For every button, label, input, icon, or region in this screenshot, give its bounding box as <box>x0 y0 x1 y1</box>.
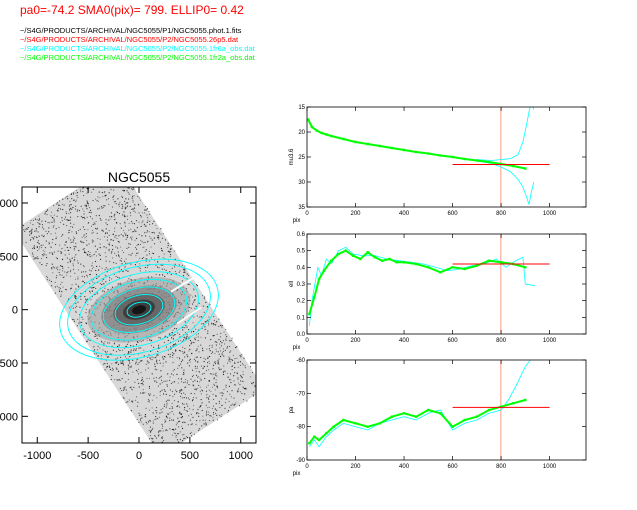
y-tick-label-3: 0.3 <box>297 282 306 288</box>
x-tick-label-5: 1000 <box>543 211 557 217</box>
cyan-upper-line <box>476 107 535 161</box>
x-tick-label-2: 0 <box>136 450 142 462</box>
y-tick-label-3: -60 <box>296 358 305 364</box>
panel-frame <box>306 233 587 335</box>
y-tick-label-2: 0 <box>12 305 18 317</box>
isophote-ellipse-0 <box>126 301 152 318</box>
x-tick-label-0: 0 <box>305 464 309 470</box>
profile-mu-panel: 0 200 400 600 800 1000 15 20 25 30 35 pix mu3.6 <box>289 105 587 224</box>
y-tick-label-1: -80 <box>296 425 305 431</box>
x-tick-label-3: 500 <box>181 450 199 462</box>
x-tick-label-4: 800 <box>496 211 507 217</box>
isophote-ellipse-2 <box>102 286 176 333</box>
x-tick-label-1: 200 <box>351 338 362 344</box>
galaxy-image-panel: NGC5055 -1000 -500 0 500 1000 1000 500 0 500 1000 <box>0 169 257 462</box>
green-profile-line <box>308 249 526 315</box>
y-tick-label-6: 0.6 <box>297 232 306 238</box>
x-tick-label-2: 400 <box>399 211 410 217</box>
y-tick-label-4: 0.4 <box>297 265 306 271</box>
profile-pa-panel: 0 200 400 600 800 1000 -90 -80 -70 -60 pix pa <box>289 358 587 477</box>
x-tick-label-1: 200 <box>351 211 362 217</box>
y-tick-label-1: 20 <box>298 130 305 136</box>
minor-axis-marker <box>176 307 202 325</box>
y-tick-label-4: 35 <box>298 205 305 211</box>
x-tick-label-4: 800 <box>496 464 507 470</box>
green-profile-line <box>308 399 526 444</box>
x-tick-label-4: 800 <box>496 338 507 344</box>
y-tick-label-0: -90 <box>296 458 305 464</box>
x-tick-label-1: 200 <box>351 464 362 470</box>
isophote-ellipse-1 <box>114 294 164 326</box>
plot-area <box>308 234 550 334</box>
y-tick-label-2: 0.2 <box>297 299 306 305</box>
profile-ell-panel: 0 200 400 600 800 1000 0.0 0.1 0.2 0.3 0.4 0.5 0.6 pi… <box>289 232 587 351</box>
x-tick-label-0: 0 <box>305 211 309 217</box>
x-axis-label: pix <box>293 345 301 351</box>
galaxy-glow-4 <box>132 305 146 315</box>
x-axis-label: pix <box>293 218 301 224</box>
y-tick-label-1: 500 <box>0 358 18 370</box>
major-axis-marker <box>170 274 198 293</box>
y-axis-label: pa <box>289 406 295 413</box>
file-path-1: ~/S4G/PRODUCTS/ARCHIVAL/NGC5055/P2/NGC50… <box>20 35 239 44</box>
x-tick-label-5: 1000 <box>543 338 557 344</box>
x-tick-label-3: 600 <box>448 338 459 344</box>
file-path-0: ~/S4G/PRODUCTS/ARCHIVAL/NGC5055/P1/NGC50… <box>20 26 242 35</box>
y-tick-label-1: 0.1 <box>297 315 306 321</box>
file-path-3: ~/S4G/PRODUCTS/ARCHIVAL/NGC5055/P2/NGC50… <box>20 53 256 62</box>
header: pa0=-74.2 SMA0(pix)= 799. ELLIP0= 0.42 ~/… <box>20 3 256 62</box>
y-tick-label-3: 30 <box>298 180 305 186</box>
x-tick-label-4: 1000 <box>228 450 252 462</box>
x-tick-label-2: 400 <box>399 338 410 344</box>
image-title: NGC5055 <box>108 169 170 185</box>
isophote-ellipse-6 <box>59 258 219 361</box>
isophote-ellipse-4 <box>79 271 199 349</box>
isophote-ellipse-3 <box>90 278 188 341</box>
y-tick-label-0: 1000 <box>0 411 18 423</box>
cyan-profile-line <box>309 360 531 448</box>
x-axis-label: pix <box>293 471 301 477</box>
y-tick-label-0: 0.0 <box>297 332 306 338</box>
y-tick-label-3: 500 <box>0 251 18 263</box>
y-tick-label-0: 15 <box>298 105 305 111</box>
x-tick-label-0: -1000 <box>23 450 51 462</box>
plot-area <box>308 360 550 460</box>
panel-frame <box>306 359 587 461</box>
file-path-2: ~/S4G/PRODUCTS/ARCHIVAL/NGC5055/P2/NGC50… <box>20 44 256 53</box>
isophote-ellipse-5 <box>67 263 211 356</box>
x-tick-label-0: 0 <box>305 338 309 344</box>
y-tick-label-2: -70 <box>296 391 305 397</box>
x-tick-label-2: 400 <box>399 464 410 470</box>
y-tick-label-2: 25 <box>298 155 305 161</box>
y-tick-label-5: 0.5 <box>297 249 306 255</box>
x-tick-label-3: 600 <box>448 464 459 470</box>
x-tick-label-5: 1000 <box>543 464 557 470</box>
params-line: pa0=-74.2 SMA0(pix)= 799. ELLIP0= 0.42 <box>20 3 244 17</box>
x-tick-label-1: -500 <box>77 450 99 462</box>
plot-area <box>307 107 550 207</box>
x-tick-label-3: 600 <box>448 211 459 217</box>
green-profile-line <box>307 119 526 170</box>
cyan-lower-line <box>476 160 535 205</box>
y-axis-label: ell <box>289 281 295 287</box>
y-axis-label: mu3.6 <box>289 148 295 165</box>
y-tick-label-4: 1000 <box>0 198 18 210</box>
image-area <box>22 187 256 443</box>
